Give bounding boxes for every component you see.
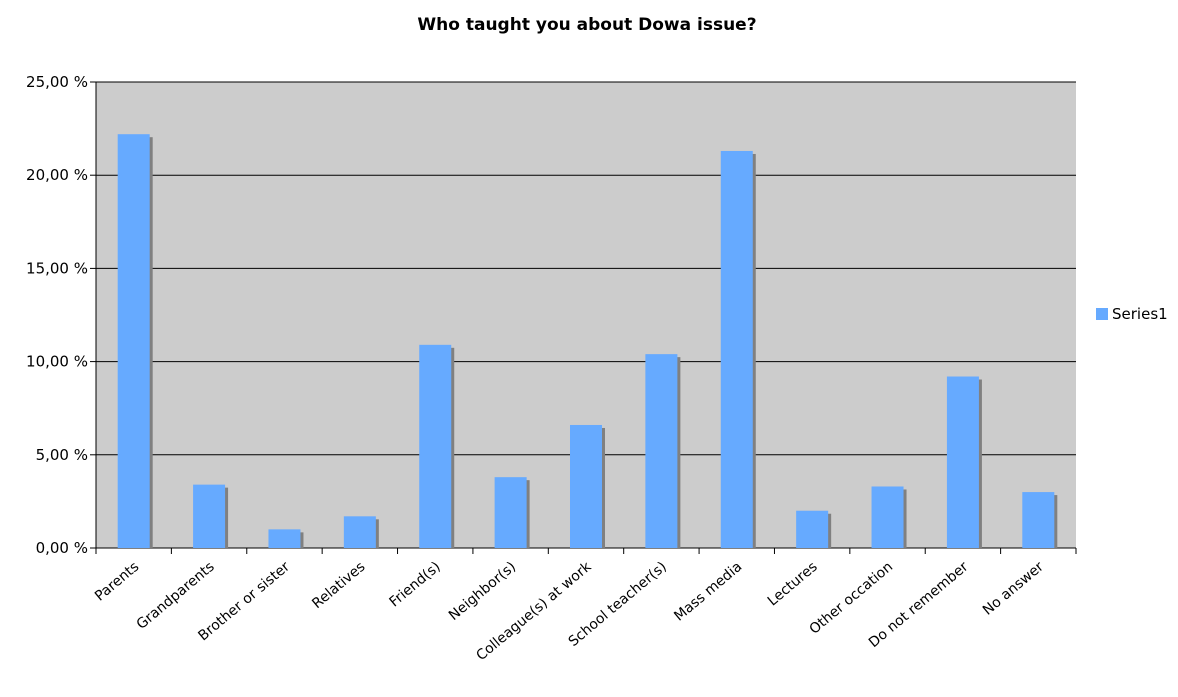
legend: Series1 (1096, 305, 1168, 323)
x-tick-label: Lectures (765, 559, 821, 610)
bar (946, 376, 979, 548)
bar (645, 354, 678, 548)
y-tick-label: 5,00 % (36, 446, 88, 464)
bar (796, 510, 829, 548)
x-tick-label: No answer (980, 559, 1047, 619)
bar (1022, 492, 1055, 548)
x-tick-label: Mass media (671, 559, 745, 625)
bar (419, 344, 452, 548)
bar (570, 424, 602, 548)
bar (193, 484, 226, 548)
plot-area: 0,00 % 5,00 % 10,00 % 15,00 % 20,00 % 25,00 %… (26, 73, 1077, 664)
legend-label: Series1 (1112, 305, 1168, 323)
y-tick-label: 10,00 % (26, 353, 88, 371)
x-tick-label: Parents (92, 559, 142, 605)
x-tick-label: Neighbor(s) (446, 559, 519, 624)
bar (494, 477, 527, 548)
bar (871, 486, 904, 548)
bar (720, 150, 753, 548)
bar (268, 529, 301, 548)
x-tick-label: Grandparents (134, 559, 218, 633)
y-tick-label: 15,00 % (26, 259, 88, 277)
bar (117, 134, 150, 548)
x-tick-label: Friend(s) (387, 559, 444, 611)
y-tick-label: 25,00 % (26, 73, 88, 91)
x-tick-label: Relatives (309, 559, 368, 612)
y-tick-label: 20,00 % (26, 166, 88, 184)
y-tick-label: 0,00 % (36, 539, 88, 557)
bar (343, 516, 376, 548)
legend-swatch (1096, 308, 1108, 320)
chart-title: Who taught you about Dowa issue? (417, 15, 756, 35)
